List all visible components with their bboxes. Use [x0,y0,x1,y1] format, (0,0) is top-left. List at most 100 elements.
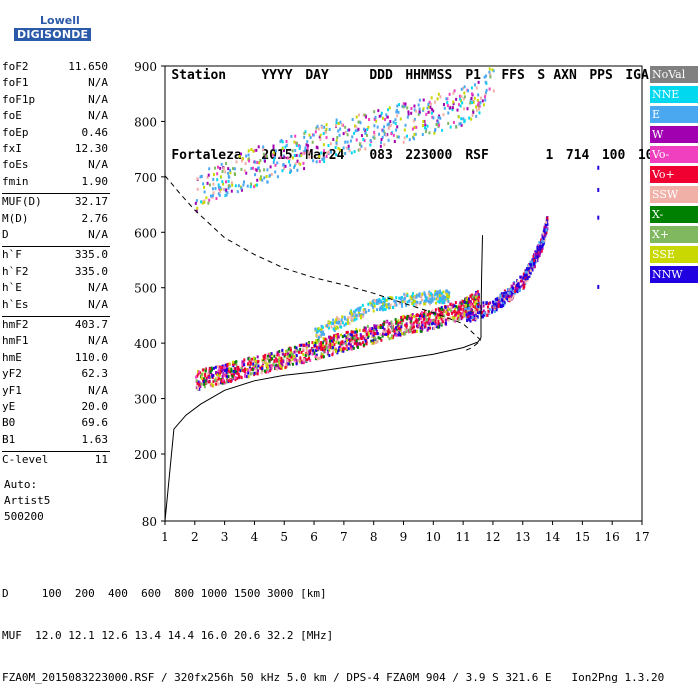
multi-hop-point [302,161,305,165]
multi-hop-point [421,124,424,128]
o-trace-point [342,349,345,353]
x-trace-point [516,287,519,291]
multi-hop-point [240,186,243,190]
param-name: B1 [2,432,16,446]
o-trace-point [323,348,326,352]
o-trace-point [333,343,336,347]
o-trace-point [375,341,378,345]
multi-hop-point [251,166,254,170]
multi-hop-point [471,113,474,117]
o-trace-point [351,345,354,349]
o-trace-point [243,369,246,373]
o-trace-point [317,339,320,343]
param-row-hmf1: hmF1 N/A [2,334,108,350]
multi-hop-point [355,115,358,119]
o-trace-point [212,373,215,377]
multi-hop-point [299,162,302,166]
e-band-point [359,306,362,310]
x-trace-point [475,304,478,308]
o-trace-point [463,300,466,304]
multi-hop-point [460,117,463,121]
o-trace-point [390,334,393,338]
o-trace-point [471,295,474,299]
e-band-point [424,302,427,306]
o-trace-point [269,367,272,371]
multi-hop-point [401,104,404,108]
param-name: hmE [2,350,22,364]
o-trace-point [369,331,372,335]
multi-hop-point [488,87,491,91]
multi-hop-point [357,127,360,131]
multi-hop-point [358,113,361,117]
o-trace-point [420,311,423,315]
e-band-point [404,294,407,298]
x-trace-point [517,282,520,286]
multi-hop-point [332,137,335,141]
x-tick-label: 10 [426,530,441,544]
multi-hop-point [427,110,430,114]
o-trace-point [393,329,396,333]
o-trace-point [297,358,300,362]
multi-hop-point [240,159,243,163]
o-trace-point [345,335,348,339]
x-trace-point [536,255,539,259]
o-trace-point [292,350,295,354]
o-trace-point [381,332,384,336]
o-trace-point [267,370,270,374]
o-trace-point [461,315,464,319]
e-band-point [427,292,430,296]
o-trace-point [475,292,478,296]
o-trace-point [226,375,229,379]
param-value: 62.3 [81,367,109,381]
multi-hop-point [462,97,465,101]
o-trace-point [459,314,462,318]
multi-hop-point [335,153,338,157]
o-trace-point [342,346,345,350]
e-band-point [385,298,388,302]
multi-hop-point [252,149,255,153]
x-trace-point [480,315,483,319]
multi-hop-point [272,146,275,150]
multi-hop-point [404,104,407,108]
multi-hop-point [460,95,463,99]
multi-hop-point [320,125,323,129]
o-trace-point [329,345,332,349]
e-band-point [447,300,450,304]
o-trace-point [312,349,315,353]
o-trace-point [247,371,250,375]
o-trace-point [322,344,325,348]
o-trace-point [396,328,399,332]
o-trace-point [429,318,432,322]
x-trace-point [522,286,525,290]
multi-hop-point [451,106,454,110]
multi-hop-point [383,125,386,129]
x-trace-point [499,294,502,298]
e-band-point [430,300,433,304]
o-trace-point [298,343,301,347]
e-band-point [434,301,437,305]
param-value: N/A [88,92,108,106]
e-band-point [385,303,388,307]
multi-hop-point [437,116,440,120]
multi-hop-point [430,96,433,100]
x-trace-point [541,244,544,248]
o-trace-point [280,356,283,360]
param-separator [2,316,110,317]
o-trace-point [221,366,224,370]
e-band-point [443,301,446,305]
e-band-point [440,301,443,305]
multi-hop-point [257,145,260,149]
o-trace-point [293,358,296,362]
o-trace-point [471,293,474,297]
multi-hop-point [206,181,209,185]
o-trace-point [288,351,291,355]
e-band-point [445,289,448,293]
x-trace-point [495,308,498,312]
x-tick-label: 11 [455,530,470,544]
multi-hop-point [205,196,208,200]
multi-hop-point [352,131,355,135]
o-trace-point [372,338,375,342]
param-value: N/A [88,158,108,172]
o-trace-point [355,343,358,347]
multi-hop-point [211,195,214,199]
